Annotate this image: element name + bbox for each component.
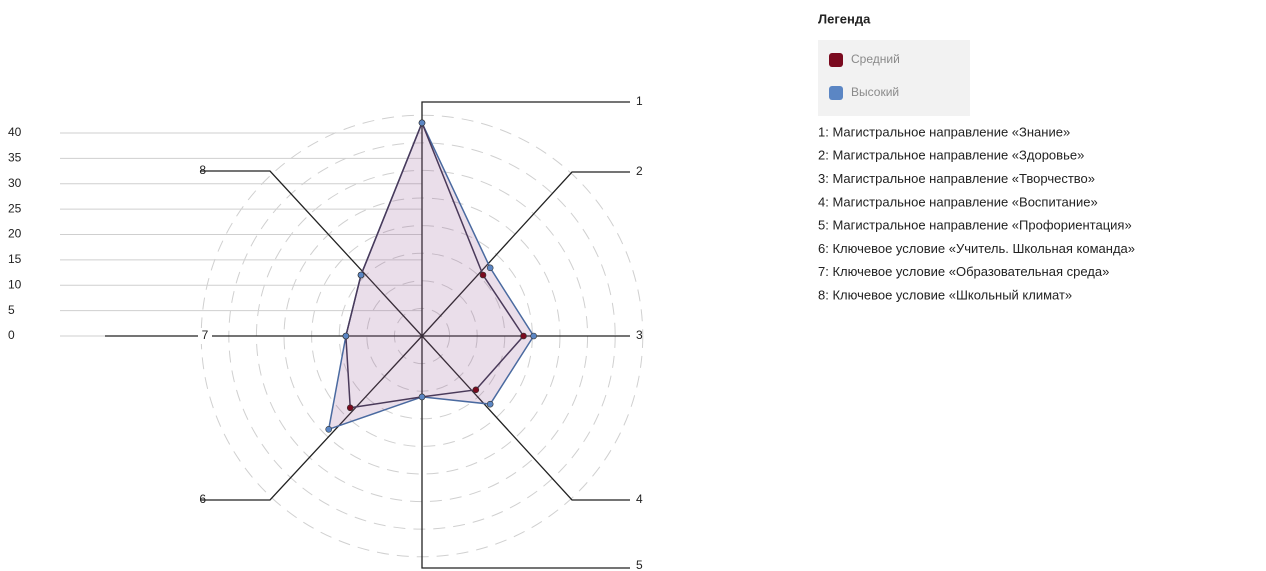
label-bg [198, 328, 212, 344]
r-tick-label: 0 [8, 328, 15, 342]
legend-title: Легенда [818, 11, 871, 26]
axis-label: 4 [636, 492, 643, 506]
axis-label: 6 [199, 492, 206, 506]
r-tick-label: 15 [8, 252, 22, 266]
axis-description: 5: Магистральное направление «Профориент… [818, 218, 1132, 233]
r-tick-label: 20 [8, 227, 22, 241]
axis-description: 1: Магистральное направление «Знание» [818, 124, 1070, 139]
r-tick-label: 40 [8, 125, 22, 139]
r-tick-label: 10 [8, 277, 22, 291]
axis-description: 3: Магистральное направление «Творчество… [818, 171, 1095, 186]
point [479, 271, 487, 279]
axis-description: 7: Ключевое условие «Образовательная сре… [818, 264, 1109, 279]
axis-label: 3 [636, 328, 643, 342]
point [357, 271, 365, 279]
axis-description: 4: Магистральное направление «Воспитание… [818, 194, 1098, 209]
axis-label: 2 [636, 164, 643, 178]
point [346, 404, 354, 412]
axis-line [421, 336, 630, 569]
r-tick-label: 5 [8, 303, 15, 317]
axis-line [200, 170, 423, 337]
legend-label: Средний [851, 52, 900, 66]
point [472, 386, 480, 394]
point [486, 400, 494, 408]
legend-swatch [829, 86, 843, 100]
axis-label: 1 [636, 94, 643, 108]
axis-label: 5 [636, 558, 643, 571]
r-tick-label: 25 [8, 201, 22, 215]
axis-description: 8: Ключевое условие «Школьный климат» [818, 288, 1072, 303]
axis-label: 7 [202, 328, 209, 342]
axis-label: 8 [199, 163, 206, 177]
point [342, 332, 350, 340]
point [418, 393, 426, 401]
legend-label: Высокий [851, 85, 899, 99]
axis-line [421, 101, 630, 336]
point [530, 332, 537, 340]
point [486, 264, 494, 272]
axis-description: 6: Ключевое условие «Учитель. Школьная к… [818, 241, 1135, 256]
axis-line [200, 335, 423, 501]
r-tick-label: 30 [8, 176, 22, 190]
point [325, 426, 332, 433]
point [418, 119, 426, 127]
legend-box [818, 40, 970, 116]
legend-swatch [829, 53, 843, 67]
axis-description: 2: Магистральное направление «Здоровье» [818, 148, 1084, 163]
point [520, 332, 527, 340]
r-tick-label: 35 [8, 151, 22, 165]
axis-line [421, 171, 630, 337]
